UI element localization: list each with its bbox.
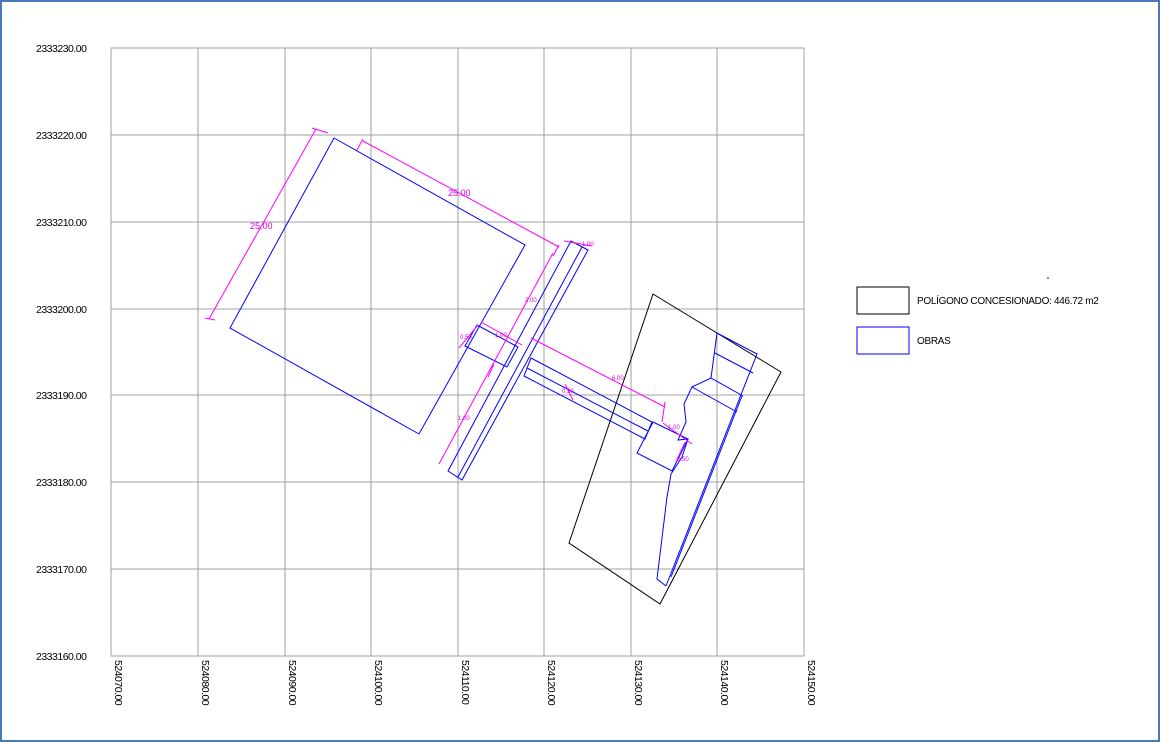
dimension-label: 25.00 <box>448 188 471 198</box>
dimension-line <box>563 240 593 247</box>
works-building <box>229 137 526 435</box>
dimension-line <box>458 324 479 349</box>
works-corridor <box>464 324 519 368</box>
dimension-line <box>204 317 216 321</box>
works-corridor <box>523 357 653 440</box>
y-tick-label: 2333230.00 <box>36 43 87 55</box>
dimension-label-small: 6.00 <box>612 376 624 382</box>
works-pier-line <box>710 377 744 397</box>
y-tick-label: 2333160.00 <box>36 651 87 663</box>
y-tick-label: 2333190.00 <box>36 390 87 402</box>
x-tick-label: 524120.00 <box>545 660 557 706</box>
x-tick-label: 524100.00 <box>372 660 384 706</box>
x-tick-label: 524130.00 <box>632 660 644 706</box>
legend-swatch-concession <box>856 286 910 315</box>
dimension-line <box>311 127 329 134</box>
dimension-line <box>356 138 364 151</box>
legend-label-concession: POLÍGONO CONCESIONADO: 446.72 m2 <box>917 294 1099 307</box>
dimension-label-small: 1.00 <box>495 333 507 339</box>
grid <box>110 47 805 657</box>
y-tick-label: 2333200.00 <box>36 304 87 316</box>
dimension-label-small: 1.00 <box>582 242 594 248</box>
y-tick-label: 2333210.00 <box>36 217 87 229</box>
works-pier-outline <box>665 332 758 587</box>
dimension-line <box>675 441 686 463</box>
dimension-label-small: 0.50 <box>677 457 689 463</box>
dimension-lines <box>204 127 693 465</box>
works-pier-line <box>714 352 754 374</box>
dimension-line <box>208 128 317 320</box>
dimension-label-small: 2.00 <box>525 298 537 304</box>
works-corridor-line <box>526 367 649 432</box>
dimension-line <box>552 244 560 257</box>
dimension-line <box>362 140 560 248</box>
dimension-line <box>438 252 554 465</box>
works-pier-outline <box>656 332 718 587</box>
works-pier-line <box>670 395 743 578</box>
dimension-line <box>480 321 523 346</box>
dimension-label-small: 0.50 <box>562 389 574 395</box>
dimension-line <box>530 337 666 408</box>
dimension-labels: 25.00 25.00 1.00 2.00 0.50 1.00 1.00 6.0… <box>250 188 689 463</box>
x-tick-label: 524070.00 <box>112 660 124 706</box>
works-strip <box>447 240 589 481</box>
works-pier-line <box>691 386 738 413</box>
dimension-label: 25.00 <box>250 221 273 231</box>
dimension-line <box>661 401 666 423</box>
dimension-label-small: 1.00 <box>458 416 470 422</box>
y-axis-labels: 2333230.00 2333220.00 2333210.00 2333200… <box>36 43 88 663</box>
works-strip-line <box>457 246 583 478</box>
legend-label-works: OBRAS <box>917 336 951 347</box>
x-axis-labels: 524070.00 524080.00 524090.00 524100.00 … <box>112 660 817 706</box>
stray-dot <box>1047 277 1049 279</box>
legend-swatch-works <box>856 326 910 355</box>
x-tick-label: 524110.00 <box>459 660 471 705</box>
dimension-label-small: 1.00 <box>668 425 680 431</box>
concession-polygon <box>568 293 782 605</box>
y-tick-label: 2333170.00 <box>36 564 87 576</box>
x-tick-label: 524150.00 <box>805 660 817 706</box>
dimension-line <box>564 383 574 401</box>
y-tick-label: 2333180.00 <box>36 477 87 489</box>
x-tick-label: 524090.00 <box>286 660 298 706</box>
works-features <box>229 137 758 587</box>
legend: POLÍGONO CONCESIONADO: 446.72 m2 OBRAS <box>856 277 1100 355</box>
dimension-line <box>487 363 495 378</box>
works-end-box <box>636 421 689 472</box>
dimension-line <box>662 422 693 445</box>
x-tick-label: 524080.00 <box>199 660 211 706</box>
dimension-label-small: 0.50 <box>460 335 472 341</box>
y-tick-label: 2333220.00 <box>36 130 87 142</box>
x-tick-label: 524140.00 <box>718 660 730 706</box>
